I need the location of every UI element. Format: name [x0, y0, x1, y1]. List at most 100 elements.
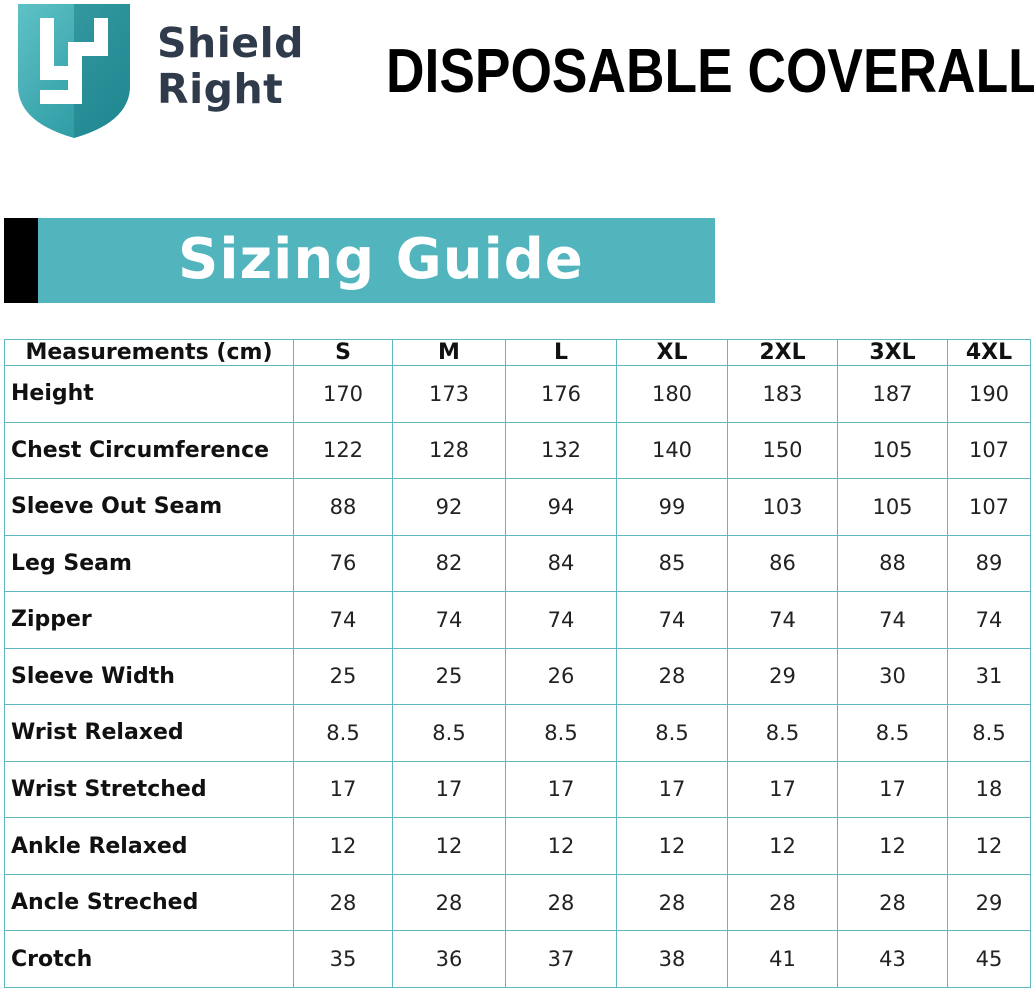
size-value-cell: 29 [947, 873, 1031, 932]
row-label: Zipper [4, 591, 294, 649]
size-value-cell: 122 [293, 421, 393, 480]
size-value-cell: 12 [392, 817, 506, 875]
size-value-cell: 36 [392, 930, 506, 988]
size-value-cell: 94 [505, 478, 617, 536]
column-header-size: XL [616, 339, 728, 366]
size-value-cell: 8.5 [616, 704, 728, 762]
size-value-cell: 28 [616, 873, 728, 932]
size-value-cell: 88 [837, 534, 948, 593]
size-value-cell: 12 [837, 817, 948, 875]
size-value-cell: 74 [616, 591, 728, 649]
size-value-cell: 17 [392, 760, 506, 819]
column-header-size: 2XL [727, 339, 838, 366]
size-value-cell: 176 [505, 365, 617, 423]
size-value-cell: 38 [616, 930, 728, 988]
size-value-cell: 190 [947, 365, 1031, 423]
size-value-cell: 17 [293, 760, 393, 819]
size-value-cell: 74 [505, 591, 617, 649]
size-value-cell: 85 [616, 534, 728, 593]
table-row: Sleeve Width 25 25 26 28 29 30 31 [4, 647, 1031, 706]
size-value-cell: 84 [505, 534, 617, 593]
size-value-cell: 8.5 [727, 704, 838, 762]
size-value-cell: 18 [947, 760, 1031, 819]
size-value-cell: 74 [837, 591, 948, 649]
size-value-cell: 89 [947, 534, 1031, 593]
size-value-cell: 28 [837, 873, 948, 932]
size-value-cell: 132 [505, 421, 617, 480]
table-row: Sleeve Out Seam 88 92 94 99 103 105 107 [4, 478, 1031, 536]
size-value-cell: 103 [727, 478, 838, 536]
size-value-cell: 35 [293, 930, 393, 988]
table-row: Ancle Streched 28 28 28 28 28 28 29 [4, 873, 1031, 932]
row-label: Chest Circumference [4, 421, 294, 480]
size-value-cell: 99 [616, 478, 728, 536]
size-value-cell: 43 [837, 930, 948, 988]
size-value-cell: 74 [392, 591, 506, 649]
row-label: Crotch [4, 930, 294, 988]
row-label: Sleeve Out Seam [4, 478, 294, 536]
size-value-cell: 28 [392, 873, 506, 932]
size-value-cell: 74 [947, 591, 1031, 649]
size-value-cell: 12 [947, 817, 1031, 875]
table-row: Wrist Stretched 17 17 17 17 17 17 18 [4, 760, 1031, 819]
table-header-row: Measurements (cm) S M L XL 2XL 3XL 4XL [4, 339, 1031, 366]
size-value-cell: 8.5 [505, 704, 617, 762]
size-value-cell: 30 [837, 647, 948, 706]
size-value-cell: 74 [293, 591, 393, 649]
size-value-cell: 29 [727, 647, 838, 706]
row-label: Sleeve Width [4, 647, 294, 706]
size-value-cell: 8.5 [392, 704, 506, 762]
size-value-cell: 28 [505, 873, 617, 932]
size-value-cell: 88 [293, 478, 393, 536]
sizing-guide-banner: Sizing Guide [38, 218, 715, 303]
column-header-size: L [505, 339, 617, 366]
banner-title: Sizing Guide [178, 227, 584, 292]
row-label: Wrist Relaxed [4, 704, 294, 762]
page-title: DISPOSABLE COVERALLS [386, 37, 1034, 106]
row-label: Ankle Relaxed [4, 817, 294, 875]
column-header-size: M [392, 339, 506, 366]
column-header-size: 3XL [837, 339, 948, 366]
banner-accent-bar [4, 218, 38, 303]
size-value-cell: 74 [727, 591, 838, 649]
table-row: Height 170 173 176 180 183 187 190 [4, 365, 1031, 423]
size-value-cell: 17 [727, 760, 838, 819]
size-value-cell: 31 [947, 647, 1031, 706]
size-value-cell: 12 [727, 817, 838, 875]
size-value-cell: 8.5 [837, 704, 948, 762]
brand-name: Shield Right [157, 20, 304, 112]
column-header-size: S [293, 339, 393, 366]
size-value-cell: 183 [727, 365, 838, 423]
table-row: Ankle Relaxed 12 12 12 12 12 12 12 [4, 817, 1031, 875]
size-value-cell: 170 [293, 365, 393, 423]
size-value-cell: 28 [616, 647, 728, 706]
size-value-cell: 107 [947, 421, 1031, 480]
size-value-cell: 140 [616, 421, 728, 480]
size-value-cell: 25 [293, 647, 393, 706]
row-label: Height [4, 365, 294, 423]
size-value-cell: 12 [505, 817, 617, 875]
size-value-cell: 173 [392, 365, 506, 423]
table-row: Leg Seam 76 82 84 85 86 88 89 [4, 534, 1031, 593]
size-value-cell: 37 [505, 930, 617, 988]
table-row: Chest Circumference 122 128 132 140 150 105 107 [4, 421, 1031, 480]
size-value-cell: 45 [947, 930, 1031, 988]
row-label: Leg Seam [4, 534, 294, 593]
size-value-cell: 28 [293, 873, 393, 932]
size-value-cell: 187 [837, 365, 948, 423]
sizing-table: Measurements (cm) S M L XL 2XL 3XL 4XL Height 17… [4, 339, 1031, 988]
size-value-cell: 17 [616, 760, 728, 819]
column-header-size: 4XL [947, 339, 1031, 366]
column-header-measurements: Measurements (cm) [4, 339, 294, 366]
size-value-cell: 76 [293, 534, 393, 593]
size-value-cell: 41 [727, 930, 838, 988]
size-value-cell: 107 [947, 478, 1031, 536]
row-label: Wrist Stretched [4, 760, 294, 819]
size-value-cell: 82 [392, 534, 506, 593]
table-row: Crotch 35 36 37 38 41 43 45 [4, 930, 1031, 988]
size-value-cell: 92 [392, 478, 506, 536]
brand-line-1: Shield [157, 19, 304, 67]
brand-line-2: Right [157, 65, 284, 113]
size-value-cell: 128 [392, 421, 506, 480]
size-value-cell: 12 [293, 817, 393, 875]
